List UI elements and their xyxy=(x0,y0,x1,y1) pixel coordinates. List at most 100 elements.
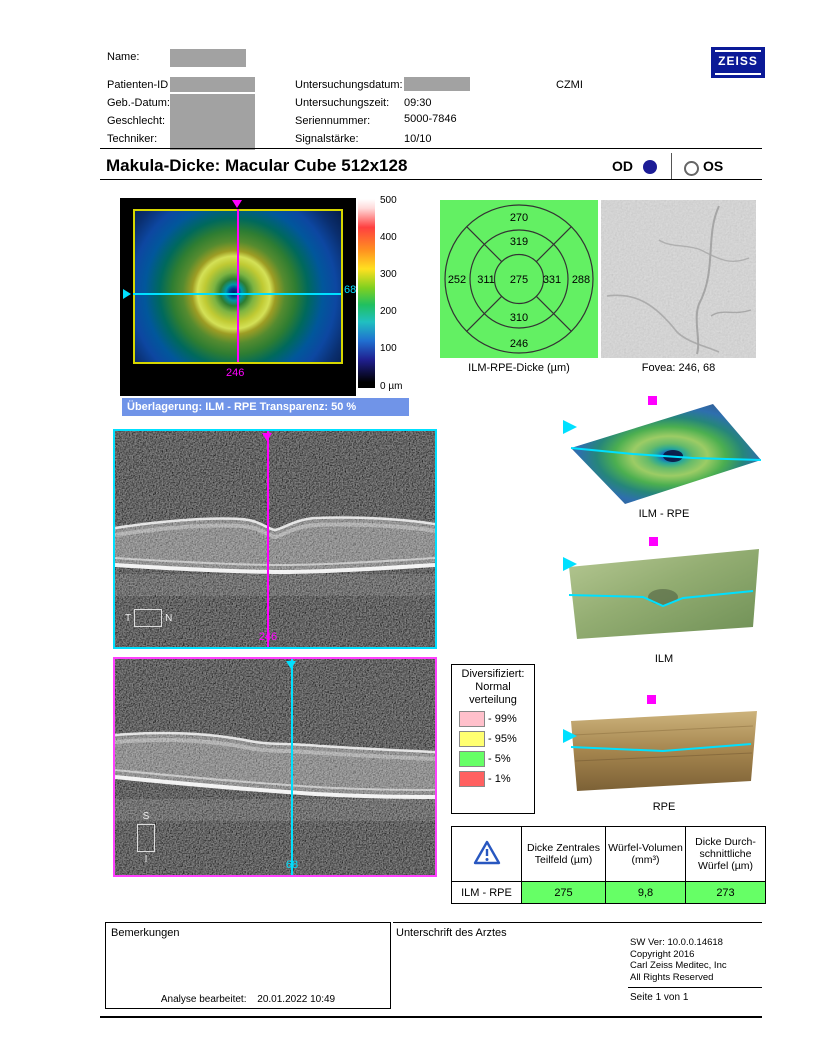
page-number-divider xyxy=(628,987,762,988)
zeiss-logo-bar-bottom xyxy=(715,73,761,75)
os-radio-icon xyxy=(684,161,699,176)
orientation-box-icon xyxy=(134,609,163,627)
legend-swatch-yellow xyxy=(459,731,485,747)
surface-handle-icon xyxy=(648,396,657,405)
zeiss-logo: ZEISS xyxy=(711,47,765,78)
etdrs-value-outer-bottom: 246 xyxy=(510,338,528,350)
bottom-rule xyxy=(100,1016,762,1018)
summary-table: Dicke Zentrales Teilfeld (µm) Würfel-Vol… xyxy=(451,826,766,904)
table-row-label: ILM - RPE xyxy=(451,881,522,904)
name-redaction xyxy=(170,49,246,67)
etdrs-value-inner-top: 319 xyxy=(510,236,528,248)
legend-label: - 5% xyxy=(488,753,511,765)
legend-label: - 1% xyxy=(488,773,511,785)
surface-arrow-icon xyxy=(563,420,577,434)
table-value-central-thickness: 275 xyxy=(521,881,606,904)
site-code: CZMI xyxy=(556,79,583,91)
od-label: OD xyxy=(612,158,633,174)
exam-date-redaction xyxy=(404,77,470,91)
vertical-cursor-handle-icon xyxy=(232,200,242,208)
etdrs-value-inner-right: 331 xyxy=(543,274,561,286)
serial-number-label: Seriennummer: xyxy=(295,115,371,127)
bscan-vertical-cursor-handle-icon xyxy=(286,661,296,669)
signal-strength-value: 10/10 xyxy=(404,133,432,145)
surface-ilm-caption: ILM xyxy=(654,653,674,665)
legend-title-line: Diversifiziert: xyxy=(461,668,525,680)
page-title: Makula-Dicke: Macular Cube 512x128 xyxy=(106,156,408,175)
legend-row: - 1% xyxy=(459,771,534,787)
bscan-horizontal-cursor-line xyxy=(267,431,269,647)
sw-info-line: Carl Zeiss Meditec, Inc xyxy=(630,960,727,971)
vertical-cursor-line xyxy=(237,209,239,362)
table-header: Dicke Durch­schnittliche Würfel (µm) xyxy=(685,826,766,882)
legend-swatch-green xyxy=(459,751,485,767)
name-label: Name: xyxy=(107,51,140,63)
legend-label: - 95% xyxy=(488,733,517,745)
fundus-drawing xyxy=(601,200,756,358)
analysis-edited-line: Analyse bearbeitet: 20.01.2022 10:49 xyxy=(106,994,390,1005)
bscan-horizontal-image xyxy=(115,431,435,647)
etdrs-value-inner-left: 311 xyxy=(477,274,495,286)
thickness-colorbar xyxy=(358,199,375,388)
surface-arrow-icon xyxy=(563,557,577,571)
surface-ilm-rpe xyxy=(563,396,762,504)
od-radio-icon xyxy=(643,160,657,174)
analysis-edited-label: Analyse bearbeitet: xyxy=(160,994,247,1005)
legend-row: - 95% xyxy=(459,731,534,747)
fundus-caption: Fovea: 246, 68 xyxy=(641,362,716,374)
signature-label: Unterschrift des Arztes xyxy=(396,927,507,939)
sex-label: Geschlecht: xyxy=(107,115,166,127)
bscan-vertical: 68 S I xyxy=(113,657,437,877)
bscan-horizontal-cursor-handle-icon xyxy=(262,433,272,441)
legend-row: - 5% xyxy=(459,751,534,767)
bscan-horizontal-cursor-label: 246 xyxy=(258,631,278,643)
signature-divider xyxy=(393,922,762,923)
legend-title-line: Normal xyxy=(475,681,511,693)
horizontal-cursor-line xyxy=(133,293,341,295)
bscan-vertical-cursor-line xyxy=(291,659,293,875)
distribution-legend: Diversifiziert: Normal verteilung - 99% … xyxy=(451,664,535,814)
surface-arrow-icon xyxy=(563,729,577,743)
legend-label: - 99% xyxy=(488,713,517,725)
zeiss-logo-bar-top xyxy=(715,50,761,52)
etdrs-grid-drawing: 275 319 331 310 311 270 288 246 252 xyxy=(444,204,594,354)
table-value-average-thickness: 273 xyxy=(685,881,766,904)
thickness-map: 68 246 xyxy=(120,198,356,396)
technician-label: Techniker: xyxy=(107,133,158,145)
surface-ilm-rpe-caption: ILM - RPE xyxy=(638,508,690,520)
cursor-y-label: 68 xyxy=(344,284,357,296)
legend-swatch-pink xyxy=(459,711,485,727)
cursor-x-label: 246 xyxy=(226,367,245,379)
orientation-indicator: S I xyxy=(137,811,155,865)
horizontal-cursor-handle-icon xyxy=(123,289,131,299)
surface-rpe-caption: RPE xyxy=(652,801,676,813)
sw-info-line: All Rights Reserved xyxy=(630,971,714,983)
etdrs-grid: 275 319 331 310 311 270 288 246 252 xyxy=(440,200,598,358)
surface-ilm xyxy=(563,537,759,639)
exam-date-label: Untersuchungsdatum: xyxy=(295,79,403,91)
bscan-vertical-cursor-label: 68 xyxy=(285,859,299,871)
sw-info-line: Copyright 2016 xyxy=(630,948,695,960)
surface-handle-icon xyxy=(649,537,658,546)
demographics-redaction xyxy=(170,94,255,150)
table-value-cube-volume: 9,8 xyxy=(605,881,686,904)
page-number: Seite 1 von 1 xyxy=(630,992,689,1003)
colorbar-tick: 100 xyxy=(380,343,397,354)
patient-id-label: Patienten-ID xyxy=(107,79,169,91)
colorbar-tick: 300 xyxy=(380,269,397,280)
serial-number-value: 5000-7846 xyxy=(404,113,457,125)
os-label: OS xyxy=(703,158,724,174)
warning-icon-cell xyxy=(451,826,522,882)
surface-rpe xyxy=(563,695,757,791)
colorbar-tick: 400 xyxy=(380,232,397,243)
etdrs-value-outer-right: 288 xyxy=(572,274,590,286)
orientation-temporal-label: T xyxy=(125,612,132,624)
bscan-horizontal: 246 T N xyxy=(113,429,437,649)
colorbar-tick: 200 xyxy=(380,306,397,317)
etdrs-value-outer-left: 252 xyxy=(448,274,466,286)
exam-time-value: 09:30 xyxy=(404,97,432,109)
surface-handle-icon xyxy=(647,695,656,704)
overlay-caption-bar: Überlagerung: ILM - RPE Transparenz: 50 … xyxy=(122,398,409,416)
etdrs-caption: ILM-RPE-Dicke (µm) xyxy=(468,362,570,374)
legend-swatch-red xyxy=(459,771,485,787)
